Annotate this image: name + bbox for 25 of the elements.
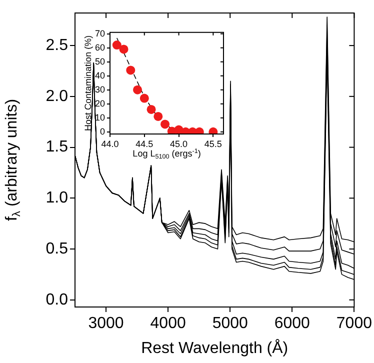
x-tick-label: 5000 xyxy=(212,315,248,332)
y-tick-label: 1.5 xyxy=(46,138,68,156)
y-tick-label: 0.5 xyxy=(46,240,68,258)
x-tick-label: 44.5 xyxy=(136,138,154,149)
y-tick-label: 60 xyxy=(94,42,105,52)
y-tick-label: 0.0 xyxy=(46,291,68,308)
y-axis-title: fλ (arbitrary units) xyxy=(3,98,23,222)
x-tick-label: 4000 xyxy=(150,315,186,332)
y-tick-label: 20 xyxy=(94,98,105,108)
y-axis-title: Host Contamination (%) xyxy=(83,35,94,131)
y-tick-label: 40 xyxy=(94,70,105,80)
x-tick-label: 7000 xyxy=(336,315,372,332)
x-tick-label: 44.0 xyxy=(101,138,119,149)
y-tick-label: 1.0 xyxy=(46,190,68,207)
y-tick-label: 0 xyxy=(100,126,105,136)
x-tick-label: 45.5 xyxy=(204,138,222,149)
y-tick-label: 2.5 xyxy=(46,36,68,54)
x-tick-label: 45.0 xyxy=(170,138,188,149)
y-tick-label: 70 xyxy=(94,28,105,38)
x-axis-title: Rest Wavelength (Å) xyxy=(141,339,288,358)
y-tick-label: 30 xyxy=(94,84,105,94)
y-tick-label: 2.0 xyxy=(46,88,68,105)
y-tick-label: 50 xyxy=(94,56,105,66)
x-tick-label: 6000 xyxy=(274,315,310,332)
x-tick-label: 3000 xyxy=(88,315,124,332)
